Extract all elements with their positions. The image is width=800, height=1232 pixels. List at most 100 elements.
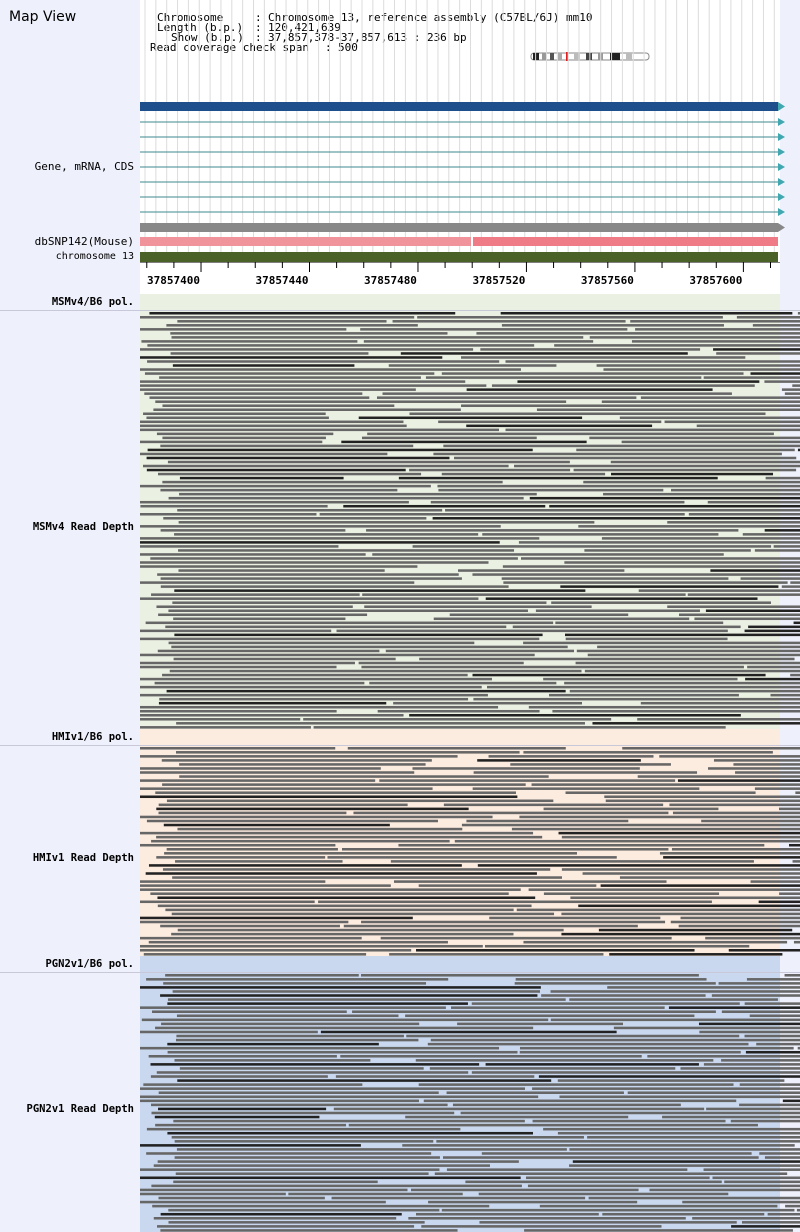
read-segment (710, 569, 800, 572)
read-segment (488, 755, 654, 758)
read-segment (471, 1071, 800, 1074)
read-segment (735, 771, 800, 774)
read-segment (140, 388, 416, 391)
read-segment (613, 1026, 800, 1030)
read-segment (601, 400, 800, 403)
read-segment (352, 1010, 716, 1013)
read-segment (541, 994, 706, 997)
read-segment (576, 448, 795, 452)
read-segment (480, 348, 701, 351)
read-segment (647, 1055, 800, 1058)
read-segment (744, 1034, 800, 1038)
read-segment (140, 755, 458, 758)
read-segment (140, 428, 499, 432)
read-segment (703, 1063, 800, 1066)
read-segment (640, 701, 800, 705)
gene-track (140, 102, 785, 216)
read-segment (320, 1030, 617, 1034)
read-segment (155, 1026, 534, 1030)
read-segment (361, 974, 699, 977)
read-segment (167, 1131, 534, 1135)
read-segment (156, 1071, 469, 1074)
read-segment (602, 1212, 765, 1216)
read-segment (156, 432, 334, 436)
read-segment (398, 843, 765, 847)
read-segment (466, 819, 629, 823)
read-segment (663, 856, 800, 859)
read-segment (610, 460, 800, 464)
read-segment (557, 1131, 800, 1135)
read-segment (140, 1168, 440, 1171)
chromosome-bar (140, 252, 778, 262)
read-segment (758, 900, 800, 904)
read-segment (502, 565, 800, 568)
read-segment (179, 492, 537, 496)
read-segment (168, 1208, 440, 1212)
read-segment (430, 500, 685, 504)
read-segment (554, 344, 800, 347)
read-segment (157, 1225, 415, 1228)
read-segment (770, 693, 800, 697)
read-segment (140, 1144, 361, 1147)
read-segment (408, 1217, 686, 1220)
read-segment (174, 589, 586, 592)
read-segment (730, 1119, 800, 1123)
read-segment (457, 1022, 623, 1026)
read-segment (146, 1152, 432, 1155)
read-segment (362, 593, 686, 596)
read-segment (140, 541, 500, 544)
read-segment (140, 747, 336, 750)
read-segment (569, 689, 800, 693)
hmi-pol-label: HMIv1/B6 pol. (51, 731, 134, 743)
ruler-tick-label: 37857440 (255, 274, 309, 287)
read-segment (174, 1140, 434, 1143)
read-segment (713, 348, 800, 351)
read-segment (392, 320, 626, 323)
read-segment (165, 974, 359, 977)
read-segment (140, 709, 337, 713)
read-segment (519, 815, 800, 819)
read-segment (692, 1217, 800, 1220)
read-segment (588, 1196, 800, 1200)
read-segment (140, 884, 391, 887)
read-segment (176, 722, 585, 725)
read-segment (793, 621, 800, 625)
read-segment (432, 517, 800, 520)
read-segment (479, 1221, 737, 1224)
read-segment (516, 908, 800, 912)
read-segment (145, 621, 554, 625)
read-segment (140, 500, 409, 504)
read-segment (140, 356, 443, 359)
read-segment (669, 803, 800, 807)
read-segment (372, 553, 724, 556)
read-segment (466, 424, 653, 428)
read-segment (409, 412, 766, 416)
read-segment (150, 892, 509, 895)
read-segment (478, 1192, 729, 1196)
read-segment (157, 896, 536, 900)
read-segment (141, 340, 358, 343)
read-segment (668, 1006, 800, 1009)
read-segment (342, 848, 669, 851)
read-segment (667, 521, 800, 524)
read-segment (728, 949, 800, 952)
read-segment (140, 561, 489, 564)
read-segment (637, 775, 800, 778)
read-segment (393, 880, 667, 883)
read-segment (156, 605, 353, 608)
read-segment (158, 613, 368, 617)
read-segment (163, 823, 390, 827)
read-segment (664, 420, 800, 424)
read-segment (596, 364, 800, 367)
read-segment (405, 1014, 695, 1018)
read-segment (578, 904, 800, 908)
read-segment (559, 1095, 800, 1099)
read-segment (419, 657, 795, 661)
read-segment (638, 589, 800, 592)
read-segment (514, 464, 800, 468)
read-segment (796, 1208, 800, 1212)
read-segment (441, 1208, 795, 1212)
read-segment (587, 1136, 800, 1139)
read-segment (514, 982, 716, 985)
read-segment (140, 384, 487, 387)
